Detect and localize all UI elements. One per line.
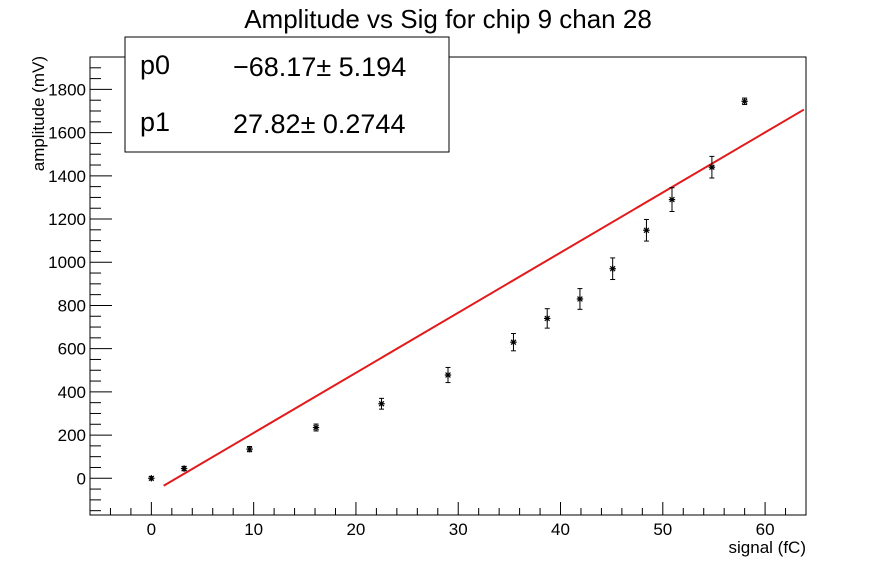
data-point	[378, 397, 385, 410]
x-axis-label: signal (fC)	[729, 538, 806, 557]
fit-line-layer	[163, 108, 805, 487]
y-tick-label: 1600	[48, 124, 86, 143]
y-tick-label: 1200	[48, 210, 86, 229]
y-tick-label: 800	[58, 296, 86, 315]
y-axis-label: amplitude (mV)	[29, 56, 48, 171]
y-tick-label: 1400	[48, 167, 86, 186]
marker-stroke	[741, 98, 748, 105]
marker-stroke	[378, 400, 385, 407]
marker-stroke	[181, 465, 187, 472]
marker-stroke	[709, 164, 715, 171]
x-tick-label: 20	[346, 520, 365, 539]
stat-p1-label: p1	[140, 107, 170, 137]
data-point	[576, 288, 584, 310]
marker-stroke	[148, 475, 155, 482]
fit-stats-box-frame	[124, 36, 450, 153]
data-points-layer	[148, 97, 748, 482]
marker-stroke	[510, 339, 517, 345]
marker-stroke	[669, 196, 675, 203]
x-tick-label: 30	[449, 520, 468, 539]
data-point	[643, 218, 650, 242]
data-point	[708, 155, 716, 179]
data-point	[609, 257, 616, 281]
data-point	[148, 475, 155, 482]
marker-stroke	[609, 265, 616, 272]
data-point	[180, 465, 188, 472]
x-axis: 0 10 20 30 40 50 60	[89, 502, 807, 539]
marker-stroke	[445, 372, 451, 378]
y-tick-label: 400	[58, 383, 86, 402]
marker-stroke	[313, 424, 319, 431]
x-tick-label: 60	[756, 520, 775, 539]
y-tick-label: 1800	[48, 80, 86, 99]
data-point	[312, 423, 320, 432]
data-point	[510, 333, 517, 352]
chart-title: Amplitude vs Sig for chip 9 chan 28	[244, 4, 652, 34]
x-tick-label: 0	[147, 520, 156, 539]
marker-stroke	[577, 296, 583, 302]
y-tick-label: 0	[77, 469, 86, 488]
data-point	[444, 366, 452, 384]
data-point	[741, 97, 748, 106]
fit-line	[163, 108, 805, 487]
y-tick-label: 200	[58, 426, 86, 445]
x-tick-label: 50	[653, 520, 672, 539]
data-point	[246, 445, 253, 453]
marker-stroke	[643, 227, 650, 234]
marker-stroke	[544, 315, 551, 322]
y-tick-label: 1000	[48, 253, 86, 272]
stat-p0-value: −68.17± 5.194	[233, 52, 406, 82]
y-axis: 0 200 400 600 800 1000 1200 1400 1600 1800	[48, 56, 112, 512]
stat-p0-label: p0	[140, 50, 170, 80]
stat-p1-value: 27.82± 0.2744	[233, 109, 405, 139]
data-point	[544, 308, 551, 329]
fit-stats-box: p0 −68.17± 5.194 p1 27.82± 0.2744	[124, 36, 450, 153]
x-tick-label: 40	[551, 520, 570, 539]
marker-stroke	[246, 446, 253, 452]
x-tick-label: 10	[244, 520, 263, 539]
y-tick-label: 600	[58, 340, 86, 359]
data-point	[668, 187, 676, 212]
